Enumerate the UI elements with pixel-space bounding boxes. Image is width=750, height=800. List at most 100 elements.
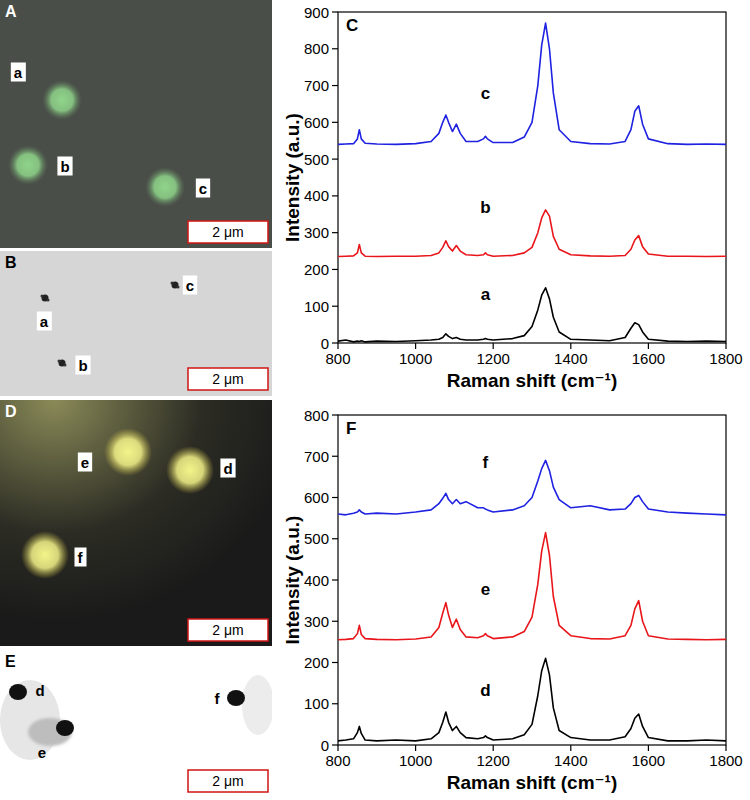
fluorescent-spot	[21, 531, 69, 579]
x-tick	[415, 745, 416, 751]
panel-letter: C	[346, 16, 358, 35]
y-tick-label: 300	[304, 613, 329, 630]
label-box	[183, 276, 197, 295]
y-tick	[332, 744, 338, 745]
y-tick-label: 600	[304, 489, 329, 506]
particle	[58, 360, 61, 363]
y-tick-label: 200	[304, 261, 329, 278]
label-box	[78, 453, 92, 472]
scale-bar-label: 2 μm	[212, 224, 243, 240]
image-background	[0, 650, 272, 800]
plot-area	[338, 23, 726, 342]
fluorescent-spot	[8, 145, 48, 185]
y-tick	[332, 306, 338, 307]
label-box	[196, 179, 210, 198]
y-tick	[332, 195, 338, 196]
y-tick	[332, 497, 338, 498]
x-tick-label: 1600	[632, 350, 665, 367]
x-axis-title: Raman shift (cm⁻¹)	[447, 772, 618, 793]
smudge	[242, 675, 272, 735]
x-tick-label: 800	[325, 350, 350, 367]
panel-letter: D	[5, 403, 17, 420]
particle-label: d	[223, 460, 232, 477]
x-tick	[570, 343, 571, 349]
particle	[172, 282, 179, 289]
micrograph-image	[0, 650, 272, 800]
y-tick-label: 800	[304, 40, 329, 57]
particle	[59, 360, 66, 367]
x-tick-label: 1800	[709, 752, 742, 769]
y-tick	[332, 703, 338, 704]
spectrum-line	[338, 658, 726, 741]
y-tick	[332, 232, 338, 233]
spectrum-line	[338, 533, 726, 640]
y-tick-label: 100	[304, 695, 329, 712]
particle-label: b	[60, 158, 69, 175]
label-box	[57, 157, 72, 176]
particle	[171, 282, 174, 285]
y-tick-label: 300	[304, 224, 329, 241]
particle	[41, 295, 44, 298]
y-axis-title: Intensity (a.u.)	[282, 113, 303, 242]
particle-label: d	[35, 682, 44, 699]
series-label: b	[480, 198, 490, 217]
x-tick	[337, 343, 338, 349]
x-tick-label: 1200	[477, 752, 510, 769]
micrograph-panel: defE2 μm	[0, 650, 274, 800]
x-tick-label: 1000	[399, 752, 432, 769]
panel-letter: E	[5, 653, 16, 670]
label-box	[37, 312, 52, 331]
label-box	[75, 548, 87, 567]
x-tick-label: 1600	[632, 752, 665, 769]
scale-bar-box	[188, 770, 268, 792]
micrograph-image	[0, 0, 272, 248]
y-tick	[332, 159, 338, 160]
y-tick	[332, 579, 338, 580]
y-tick	[332, 85, 338, 86]
x-tick	[415, 343, 416, 349]
x-tick	[648, 745, 649, 751]
particle	[64, 364, 67, 367]
figure: abcA2 μmabcB2 μmdefD2 μmdefE2 μm01002003…	[0, 0, 750, 800]
x-tick-label: 1400	[554, 752, 587, 769]
particle-label: c	[186, 277, 194, 294]
particle	[56, 720, 74, 736]
micrograph-image	[0, 400, 272, 646]
panel-letter: B	[5, 254, 17, 271]
spectrum-line	[338, 288, 726, 342]
y-tick	[332, 122, 338, 123]
y-tick	[332, 456, 338, 457]
label-box	[11, 63, 26, 82]
particle-label: a	[40, 313, 49, 330]
image-background	[0, 400, 272, 646]
y-tick	[332, 11, 338, 12]
particle-label: a	[14, 64, 23, 81]
chart: 0100200300400500600700800800100012001400…	[282, 407, 743, 794]
spectrum-line	[338, 210, 726, 257]
y-tick-label: 400	[304, 187, 329, 204]
particle-label: c	[199, 180, 207, 197]
y-tick	[332, 269, 338, 270]
y-tick-label: 700	[304, 77, 329, 94]
y-tick-label: 100	[304, 298, 329, 315]
label-box	[75, 356, 90, 375]
panel-letter: A	[5, 3, 17, 20]
micrograph-panel: defD2 μm	[0, 400, 272, 646]
x-tick	[725, 343, 726, 349]
x-tick-label: 1200	[477, 350, 510, 367]
particle	[47, 299, 50, 302]
x-tick	[493, 343, 494, 349]
chart: 0100200300400500600700800900800100012001…	[282, 4, 743, 392]
series-label: c	[481, 84, 490, 103]
y-tick-label: 200	[304, 654, 329, 671]
x-tick	[725, 745, 726, 751]
fluorescent-spot	[104, 428, 152, 476]
y-tick	[332, 621, 338, 622]
micrograph-panel: a b c A 2 μm	[0, 0, 272, 248]
plot-frame	[338, 12, 726, 343]
fluorescent-spot	[145, 167, 185, 207]
x-tick-label: 1400	[554, 350, 587, 367]
series-label: a	[481, 285, 491, 304]
y-tick	[332, 342, 338, 343]
y-tick	[332, 48, 338, 49]
